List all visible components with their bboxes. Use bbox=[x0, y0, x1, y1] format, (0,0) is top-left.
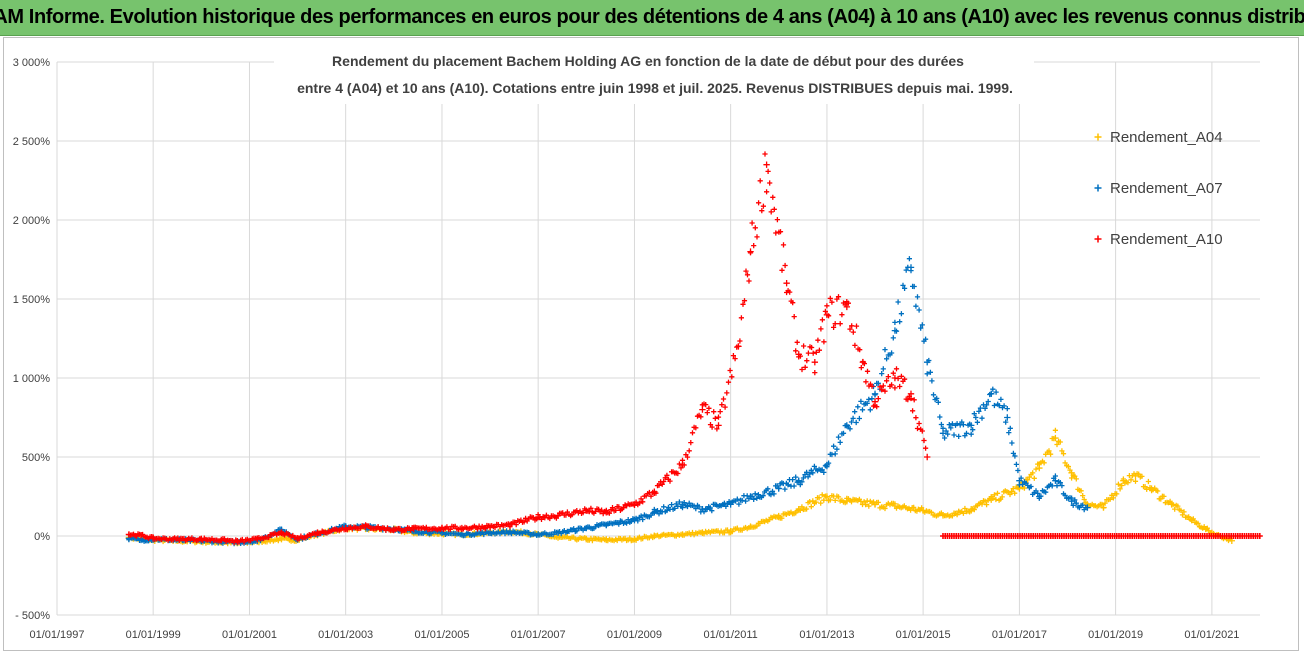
data-point bbox=[924, 453, 931, 461]
series-rendement-a10 bbox=[125, 151, 1263, 546]
data-point bbox=[939, 430, 947, 437]
series-rendement-a04 bbox=[125, 427, 1236, 547]
x-tick-label: 01/01/1999 bbox=[126, 629, 181, 641]
legend-label: Rendement_A10 bbox=[1110, 231, 1223, 248]
chart-frame: 3 000% 2 500% 2 000% 1 500% 1 000% 500% 0% - 50… bbox=[3, 37, 1299, 651]
subtitle-line-2: entre 4 (A04) et 10 ans (A10). Cotations… bbox=[297, 80, 1013, 96]
data-point bbox=[811, 359, 819, 366]
y-tick-label: - 500% bbox=[15, 610, 50, 622]
chart-subtitle: Rendement du placement Bachem Holding AG… bbox=[274, 46, 1034, 104]
y-tick-label: 2 500% bbox=[13, 136, 51, 148]
legend-marker bbox=[1094, 133, 1102, 141]
x-tick-label: 01/01/2017 bbox=[992, 629, 1047, 641]
legend-marker bbox=[1094, 235, 1102, 243]
legend-item-rendement-a10: Rendement_A10 bbox=[1094, 231, 1223, 248]
data-points-dense bbox=[126, 427, 1233, 547]
x-tick-label: 01/01/1997 bbox=[29, 629, 84, 641]
x-tick-label: 01/01/2015 bbox=[896, 629, 951, 641]
data-points-flat-zero bbox=[940, 533, 1263, 539]
y-axis-ticks: 3 000% 2 500% 2 000% 1 500% 1 000% 500% 0% - 50… bbox=[13, 57, 51, 622]
chart-svg: 3 000% 2 500% 2 000% 1 500% 1 000% 500% 0% - 50… bbox=[13, 46, 1263, 641]
x-tick-label: 01/01/2013 bbox=[799, 629, 854, 641]
subtitle-line-1: Rendement du placement Bachem Holding AG… bbox=[332, 53, 964, 69]
data-point bbox=[763, 161, 770, 168]
legend-label: Rendement_A04 bbox=[1110, 129, 1223, 146]
data-point bbox=[1004, 414, 1011, 421]
x-tick-label: 01/01/2011 bbox=[704, 629, 758, 641]
legend-item-rendement-a07: Rendement_A07 bbox=[1094, 180, 1223, 197]
x-tick-label: 01/01/2009 bbox=[607, 629, 662, 641]
page-title-banner: ADAM Informe. Evolution historique des p… bbox=[0, 0, 1304, 36]
chart-legend: Rendement_A04 Rendement_A07 Rendement_A10 bbox=[1094, 129, 1223, 248]
subtitle-background bbox=[274, 46, 1034, 104]
y-tick-label: 0% bbox=[34, 531, 50, 543]
x-tick-label: 01/01/2003 bbox=[318, 629, 373, 641]
legend-marker bbox=[1094, 184, 1102, 192]
y-tick-label: 500% bbox=[22, 452, 50, 464]
x-tick-label: 01/01/2019 bbox=[1088, 629, 1143, 641]
x-tick-label: 01/01/2001 bbox=[222, 629, 277, 641]
data-point bbox=[699, 406, 706, 413]
data-points-dense bbox=[126, 151, 929, 546]
x-tick-label: 01/01/2005 bbox=[414, 629, 469, 641]
legend-label: Rendement_A07 bbox=[1110, 180, 1223, 197]
data-point bbox=[715, 422, 722, 429]
series-rendement-a07 bbox=[125, 256, 1091, 547]
x-tick-label: 01/01/2007 bbox=[511, 629, 566, 641]
y-tick-label: 2 000% bbox=[13, 215, 51, 227]
x-tick-label: 01/01/2021 bbox=[1184, 629, 1239, 641]
series-layer bbox=[125, 151, 1263, 547]
y-tick-label: 3 000% bbox=[13, 57, 51, 69]
data-points-dense bbox=[126, 256, 1089, 547]
y-tick-label: 1 000% bbox=[13, 373, 51, 385]
legend-item-rendement-a04: Rendement_A04 bbox=[1094, 129, 1223, 146]
data-point bbox=[783, 280, 790, 287]
y-tick-label: 1 500% bbox=[13, 294, 51, 306]
grid-lines bbox=[56, 61, 1260, 616]
x-axis-ticks: 01/01/1997 01/01/1999 01/01/2001 01/01/2003… bbox=[29, 629, 1239, 641]
